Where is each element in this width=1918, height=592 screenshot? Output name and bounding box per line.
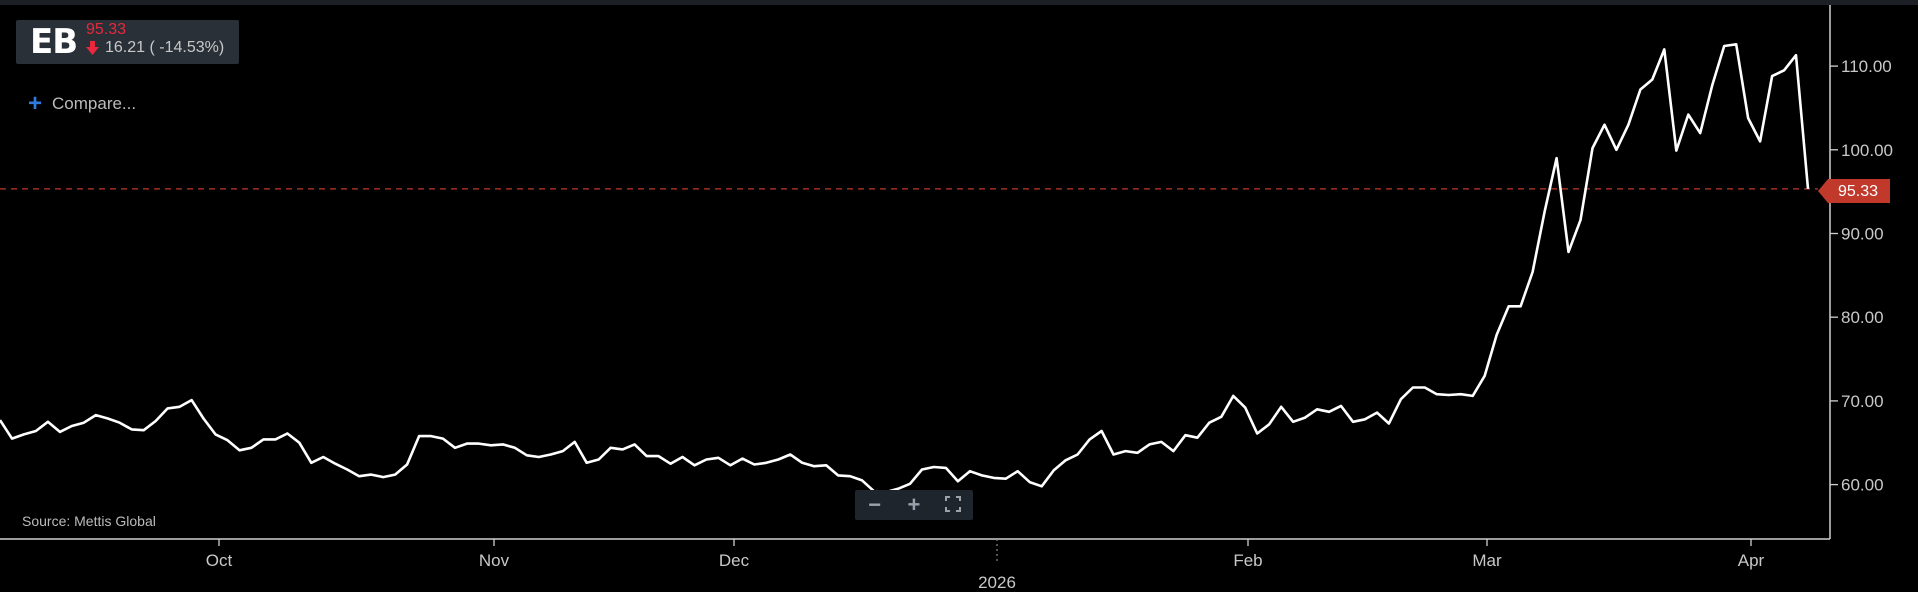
fullscreen-icon xyxy=(945,496,962,512)
x-tick-label: 2026 xyxy=(978,573,1016,592)
compare-label: Compare... xyxy=(52,94,137,113)
zoom-in-button[interactable]: + xyxy=(907,492,921,517)
last-price-tag: 95.33 xyxy=(1818,179,1890,203)
ticker-summary: EB 95.33 16.21 ( -14.53%) xyxy=(16,20,239,64)
compare-button[interactable]: + Compare... xyxy=(28,90,137,117)
price-change: 16.21 ( -14.53%) xyxy=(86,39,224,57)
zoom-out-button[interactable]: − xyxy=(868,492,882,517)
x-tick-label: Dec xyxy=(719,551,750,570)
x-tick-label: Apr xyxy=(1738,551,1765,570)
x-tick-label: Mar xyxy=(1472,551,1502,570)
ticker-symbol: EB xyxy=(30,22,78,62)
y-tick-label: 70.00 xyxy=(1841,392,1884,411)
y-tick-label: 60.00 xyxy=(1841,476,1884,495)
x-tick-label: Oct xyxy=(206,551,233,570)
down-arrow-icon xyxy=(86,40,99,55)
y-tick-label: 80.00 xyxy=(1841,308,1884,327)
x-tick-label: Nov xyxy=(479,551,510,570)
y-tick-label: 110.00 xyxy=(1841,57,1892,76)
y-tick-label: 100.00 xyxy=(1841,141,1893,160)
last-price-tag-text: 95.33 xyxy=(1838,183,1878,200)
change-value: 16.21 ( -14.53%) xyxy=(105,39,225,56)
price-series-line xyxy=(0,42,1810,494)
fullscreen-button[interactable] xyxy=(938,490,968,520)
x-tick-label: Feb xyxy=(1233,551,1262,570)
top-border xyxy=(0,0,1918,5)
current-price: 95.33 xyxy=(86,21,127,38)
plus-icon: + xyxy=(28,90,43,117)
source-label: Source: Mettis Global xyxy=(22,513,156,529)
zoom-controls: − + xyxy=(855,490,973,520)
y-tick-label: 90.00 xyxy=(1841,224,1884,243)
